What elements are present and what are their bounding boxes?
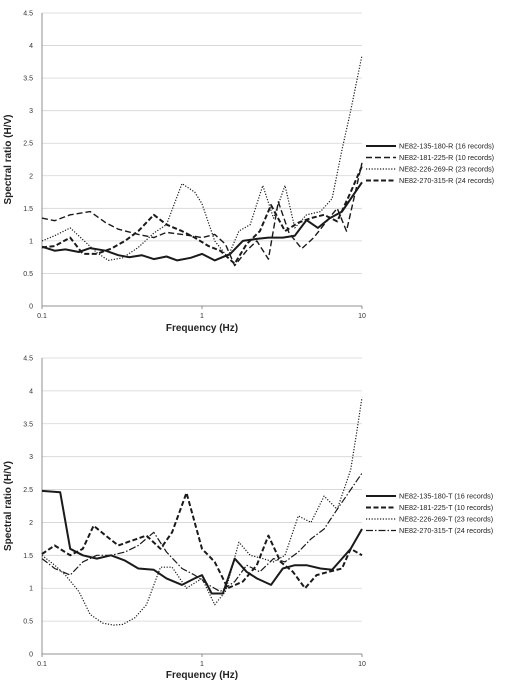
y-tick-label: 2	[29, 520, 33, 527]
series-line	[41, 181, 363, 262]
y-tick-label: 1.5	[23, 206, 33, 213]
y-tick-label: 4.5	[23, 11, 33, 18]
y-tick-label: 1.5	[23, 553, 33, 560]
legend-label: NE82-181-225-R (10 records)	[399, 153, 494, 162]
x-tick-label: 1	[200, 313, 204, 320]
series-line	[41, 491, 363, 590]
x-axis-label: Frequency (Hz)	[166, 323, 238, 334]
x-axis-label: Frequency (Hz)	[166, 670, 238, 681]
chart-radial-components: 0 0.5 1 1.5 2 2.5 3 3.5 4 4.5 0.1 1 10 Frequency (Hz)…	[3, 11, 494, 335]
y-tick-label: 4.5	[23, 356, 33, 363]
series-line	[41, 489, 363, 595]
y-tick-label: 3.5	[23, 76, 33, 83]
y-tick-label: 3	[29, 108, 33, 115]
y-tick-label: 2.5	[23, 487, 33, 494]
y-axis-label: Spectral ratio (H/V)	[3, 114, 14, 204]
y-tick-label: 4	[29, 43, 33, 50]
x-tick-label: 1	[200, 661, 204, 668]
y-tick-label: 3	[29, 454, 33, 461]
legend-label: NE82-181-225-T (10 records)	[399, 503, 493, 512]
legend-label: NE82-135-180-R (16 records)	[399, 142, 494, 151]
y-tick-label: 1	[29, 586, 33, 593]
y-axis-label: Spectral ratio (H/V)	[3, 461, 14, 551]
legend-label: NE82-226-269-R (23 records)	[399, 165, 494, 174]
legend-label: NE82-135-180-T (16 records)	[399, 492, 493, 501]
x-tick-label: 10	[358, 661, 366, 668]
y-tick-label: 0.5	[23, 619, 33, 626]
x-tick-label: 0.1	[37, 661, 47, 668]
y-tick-label: 2.5	[23, 141, 33, 148]
y-tick-label: 4	[29, 388, 33, 395]
series-line	[41, 397, 363, 626]
x-tick-label: 10	[358, 313, 366, 320]
legend-label: NE82-226-269-T (23 records)	[399, 515, 493, 524]
series-line	[41, 165, 363, 265]
y-tick-label: 0.5	[23, 271, 33, 278]
x-tick-label: 0.1	[37, 313, 47, 320]
series-line	[41, 55, 363, 261]
y-tick-label: 0	[29, 652, 33, 659]
y-tick-label: 2	[29, 173, 33, 180]
y-tick-label: 0	[29, 304, 33, 311]
chart-transverse-components: 0 0.5 1 1.5 2 2.5 3 3.5 4 4.5 0.1 1 10 Frequency (Hz)…	[3, 356, 493, 682]
y-tick-label: 1	[29, 238, 33, 245]
legend-label: NE82-270-315-T (24 records)	[399, 526, 493, 535]
series-line	[41, 472, 363, 593]
y-tick-label: 3.5	[23, 421, 33, 428]
series-line	[41, 162, 363, 267]
legend-label: NE82-270-315-R (24 records)	[399, 176, 494, 185]
